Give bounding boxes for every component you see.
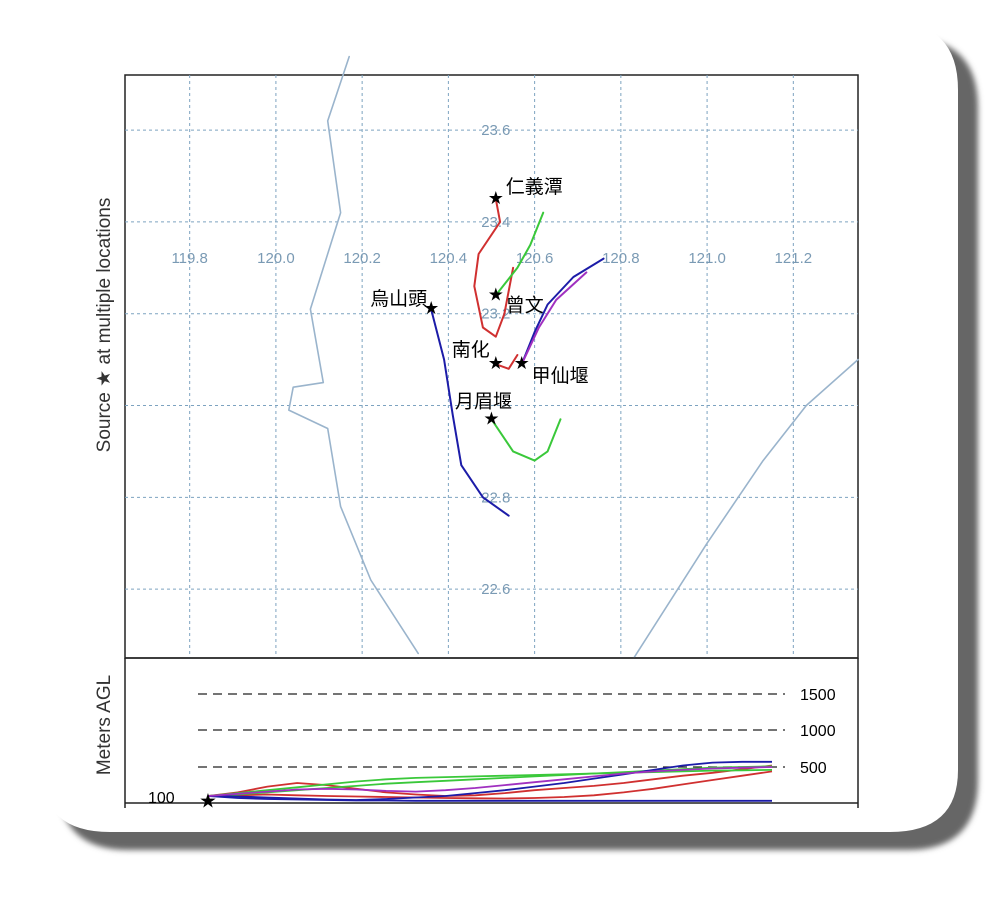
- source-markers: ★仁義潭★ 曾文★烏山頭★南化★甲仙堰★月眉堰: [370, 176, 589, 429]
- source-star-icon: ★: [514, 353, 530, 374]
- source-label: 烏山頭: [370, 288, 427, 310]
- source-label: 仁義潭: [506, 176, 563, 198]
- trajectory-line: [430, 308, 510, 517]
- trajectory-line: [494, 211, 545, 297]
- height-trajectory-line: [207, 764, 773, 797]
- source-label: 曾文: [506, 294, 544, 316]
- map-tick-labels: 119.8 120.0 120.2 120.4 120.6 120.8 121.0 121.2…: [171, 122, 812, 598]
- height-level-label: 500: [800, 760, 827, 777]
- map-frame: [124, 74, 859, 659]
- height-trajectory-line: [207, 795, 772, 802]
- source-star-icon: ★: [488, 188, 504, 209]
- source-star-icon: ★: [488, 284, 504, 305]
- longitude-tick-label: 120.2: [343, 250, 381, 267]
- coastline-east: [633, 358, 859, 659]
- height-level-label: 1000: [800, 723, 836, 740]
- trajectory-line: [490, 418, 562, 462]
- source-label: 月眉堰: [455, 390, 512, 412]
- latitude-tick-label: 22.6: [481, 581, 510, 598]
- source-star-icon: ★: [483, 408, 499, 429]
- latitude-tick-label: 22.8: [481, 489, 510, 506]
- longitude-tick-label: 120.4: [430, 250, 468, 267]
- coastline: [288, 55, 859, 659]
- map-y-axis-title: Source ★ at multiple locations: [94, 198, 115, 453]
- longitude-tick-label: 121.2: [775, 250, 813, 267]
- trajectory-line: [473, 197, 515, 338]
- longitude-tick-label: 120.0: [257, 250, 295, 267]
- source-star-icon: ★: [488, 353, 504, 374]
- height-origin-star: ★: [199, 789, 217, 813]
- height-panel: 1500 1000 500 100 ★: [124, 657, 859, 813]
- trajectory-line: [494, 354, 519, 370]
- longitude-tick-label: 121.0: [688, 250, 726, 267]
- trajectory-lines: [430, 197, 605, 517]
- source-label: 南化: [452, 339, 490, 361]
- map-panel: 119.8 120.0 120.2 120.4 120.6 120.8 121.0 121.2…: [124, 55, 859, 659]
- coastline-west: [288, 55, 419, 655]
- height-trajectory-line: [207, 769, 773, 797]
- source-label: 甲仙堰: [532, 365, 589, 387]
- latitude-tick-label: 23.6: [481, 122, 510, 139]
- latitude-tick-label: 23.4: [481, 214, 510, 231]
- longitude-tick-label: 120.8: [602, 250, 640, 267]
- height-base-label: 100: [148, 790, 175, 807]
- height-trajectory-lines: [207, 760, 773, 802]
- height-level-label: 1500: [800, 687, 836, 704]
- height-trajectory-line: [207, 760, 772, 801]
- height-trajectory-line: [207, 766, 773, 797]
- source-star-icon: ★: [423, 298, 439, 319]
- height-y-axis-title: Meters AGL: [94, 675, 115, 775]
- height-trajectory-line: [207, 770, 773, 800]
- trajectory-line: [520, 271, 588, 366]
- map-grid: [125, 75, 858, 658]
- height-levels: 1500 1000 500: [198, 687, 836, 777]
- longitude-tick-label: 119.8: [171, 250, 207, 267]
- trajectory-line: [520, 257, 605, 366]
